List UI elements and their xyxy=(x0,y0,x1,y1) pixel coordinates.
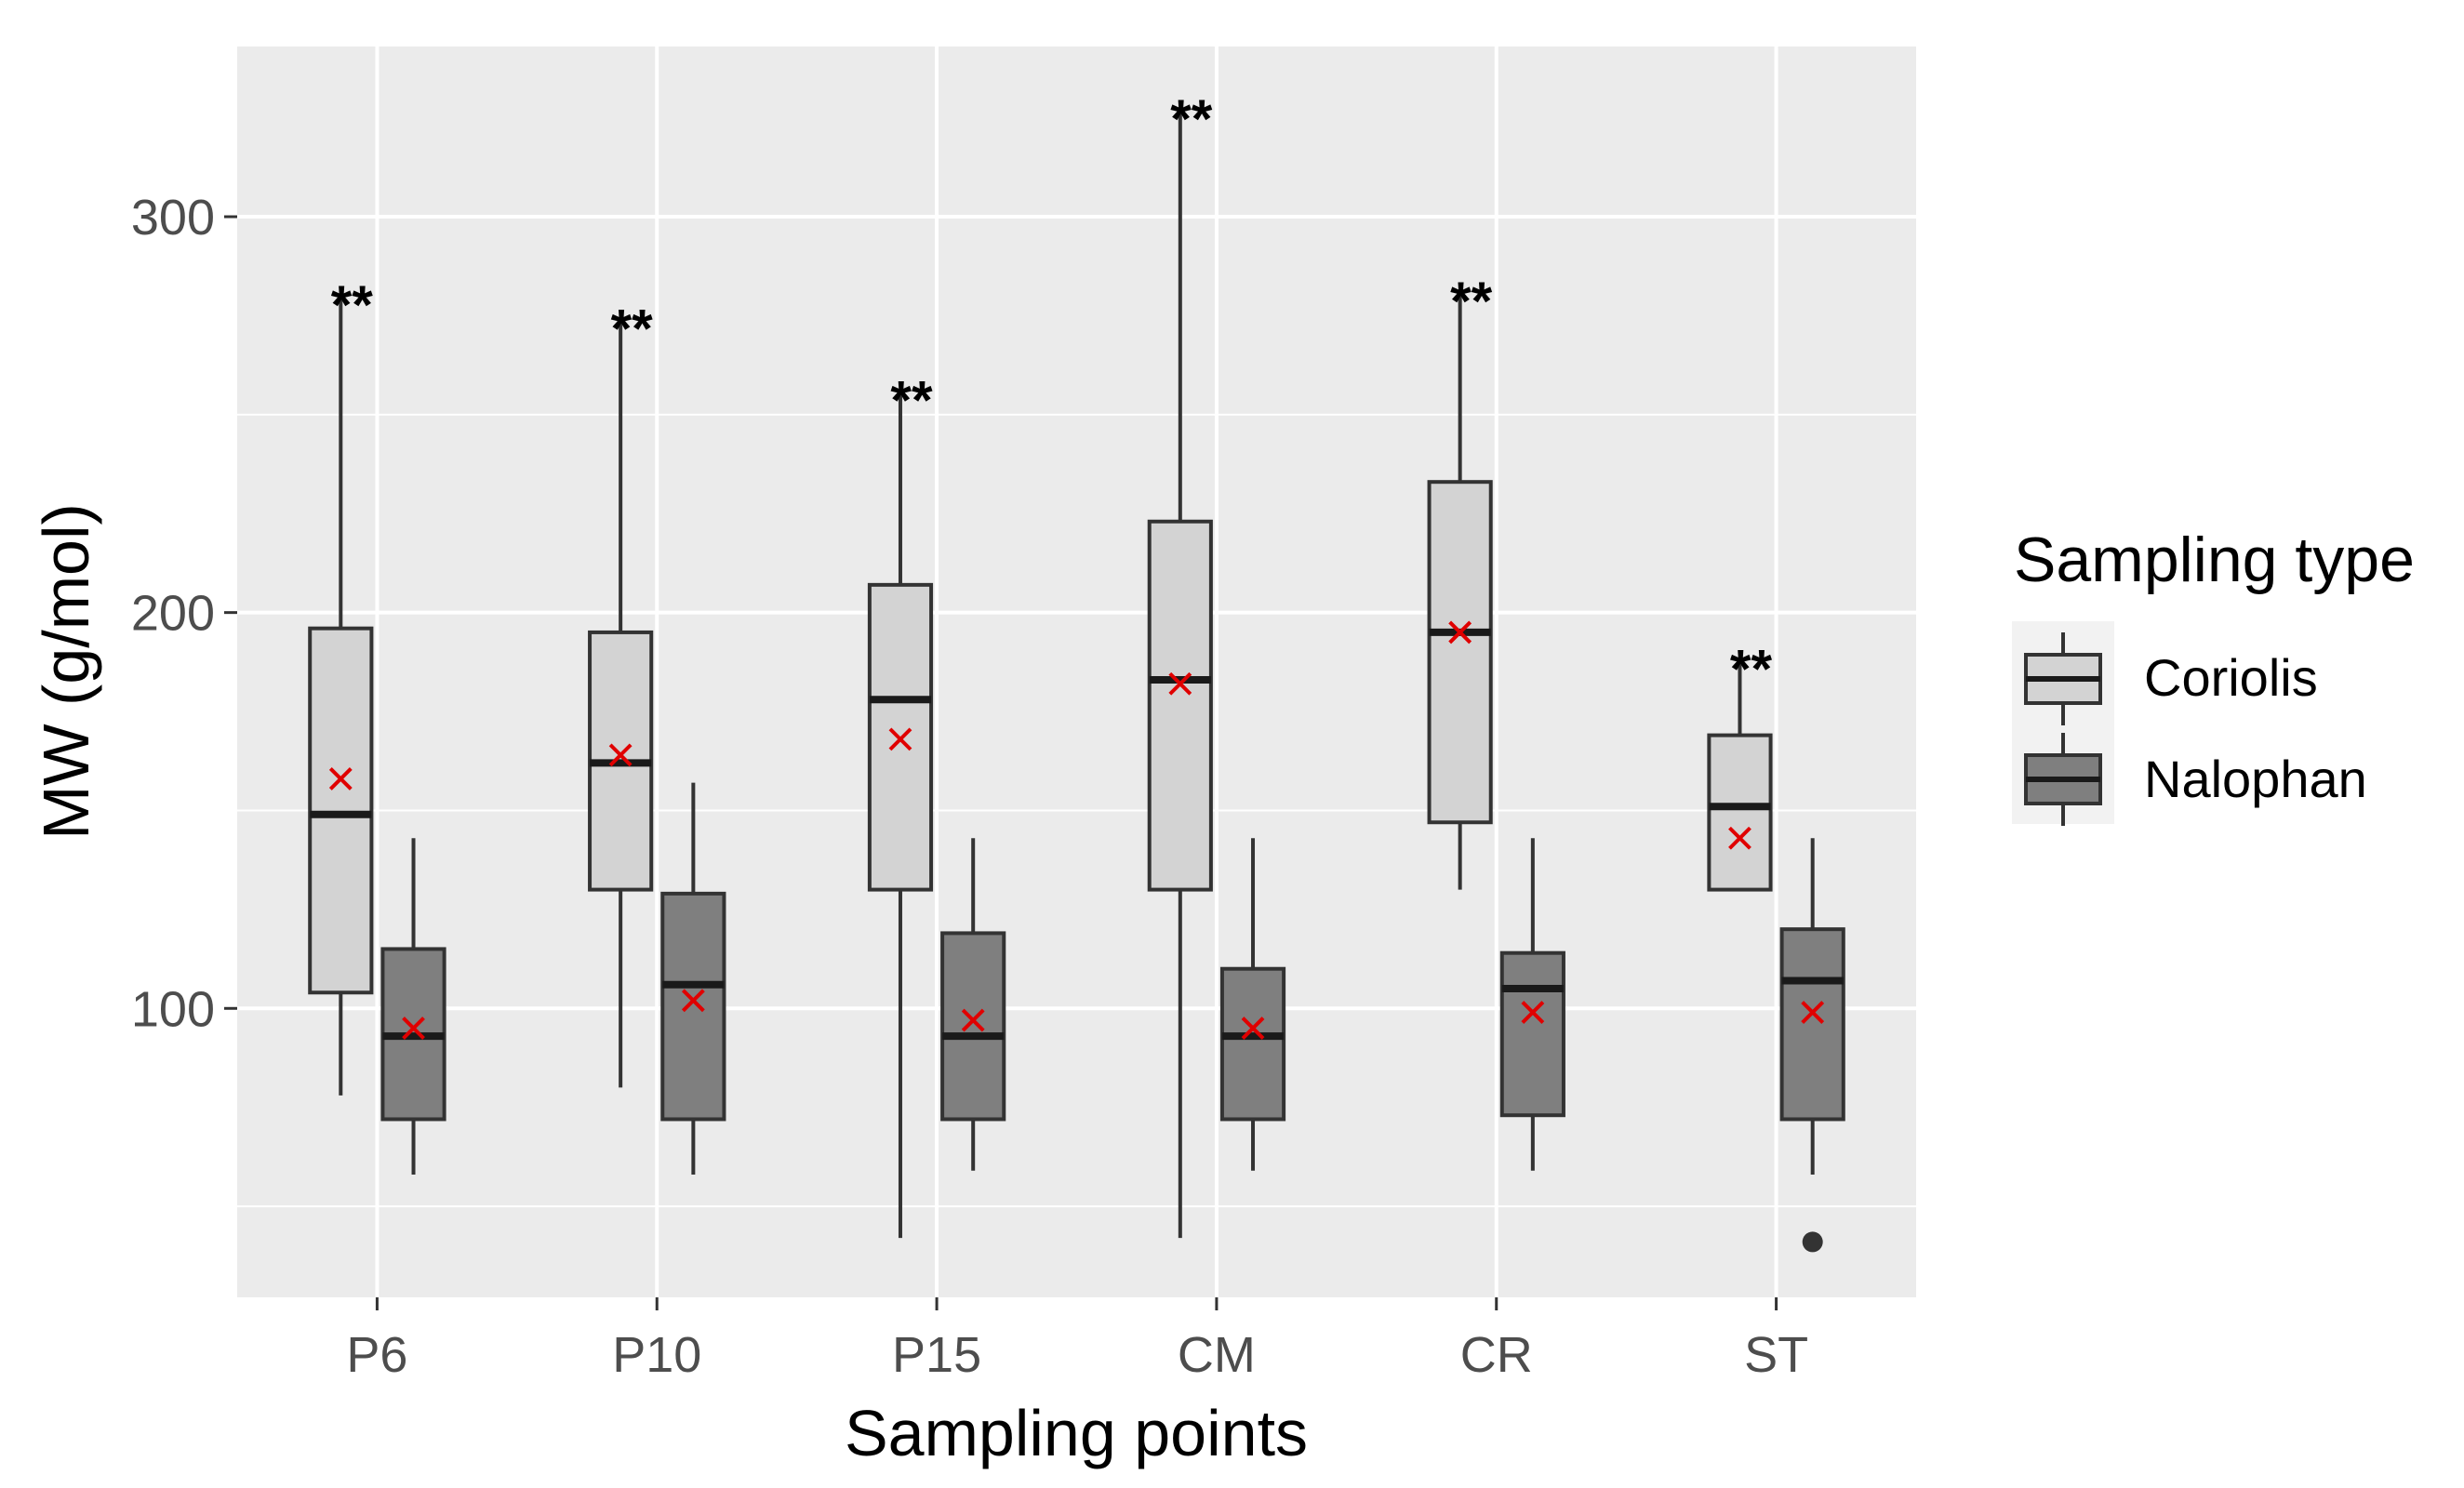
mean-marker xyxy=(328,767,353,790)
y-tick-label: 200 xyxy=(131,586,215,642)
x-axis: P6 P10 P15 CM CR ST xyxy=(346,1297,1808,1383)
box-nalophan-cm xyxy=(1219,838,1286,1171)
x-axis-title: Sampling points xyxy=(845,1397,1308,1469)
mean-marker xyxy=(888,727,912,751)
significance-label: ** xyxy=(331,275,374,336)
iqr-box xyxy=(1219,966,1286,1122)
grid-lines xyxy=(237,46,1916,1297)
significance-label: ** xyxy=(1170,89,1213,150)
box-coriolis-st: ** xyxy=(1707,640,1773,892)
y-axis-title: MW (g/mol) xyxy=(30,503,102,840)
legend: Sampling type Coriolis Nalophan xyxy=(2012,525,2415,826)
box-coriolis-p15: ** xyxy=(867,370,934,1239)
box-coriolis-cr: ** xyxy=(1427,272,1493,890)
iqr-box xyxy=(1147,519,1213,892)
mean-marker xyxy=(961,1008,985,1032)
y-tick-label: 300 xyxy=(131,190,215,246)
iqr-box xyxy=(940,931,1006,1122)
box-nalophan-st xyxy=(1779,838,1845,1253)
mean-marker xyxy=(1801,1001,1825,1024)
legend-key-coriolis xyxy=(2024,632,2102,725)
mean-marker xyxy=(402,1016,425,1040)
legend-title: Sampling type xyxy=(2014,525,2415,595)
y-tick-label: 100 xyxy=(131,981,215,1037)
x-tick-label: P15 xyxy=(892,1327,981,1383)
iqr-box xyxy=(1707,733,1773,892)
iqr-box xyxy=(1779,927,1845,1122)
x-tick-label: CM xyxy=(1178,1327,1256,1383)
box-coriolis-cm: ** xyxy=(1147,89,1213,1239)
significance-label: ** xyxy=(1450,272,1493,332)
mean-marker xyxy=(1168,671,1192,696)
iqr-box xyxy=(1499,950,1565,1118)
box-coriolis-p6: ** xyxy=(308,275,374,1096)
significance-label: ** xyxy=(611,299,654,360)
y-axis: 100 200 300 xyxy=(131,190,237,1037)
x-tick-label: CR xyxy=(1460,1327,1533,1383)
mean-marker xyxy=(1728,826,1751,850)
significance-label: ** xyxy=(1730,640,1773,700)
plot-panel xyxy=(237,46,1916,1297)
mean-marker xyxy=(1448,620,1472,644)
iqr-box xyxy=(1427,480,1493,825)
iqr-box xyxy=(308,626,374,995)
box-nalophan-p15 xyxy=(940,838,1006,1171)
legend-label-coriolis: Coriolis xyxy=(2144,648,2318,707)
legend-key-nalophan xyxy=(2024,733,2102,826)
box-nalophan-p10 xyxy=(660,782,726,1176)
mean-marker xyxy=(608,743,633,767)
iqr-box xyxy=(660,891,726,1122)
box-coriolis-p10: ** xyxy=(588,299,654,1088)
x-tick-label: P10 xyxy=(612,1327,701,1383)
x-tick-label: P6 xyxy=(346,1327,407,1383)
mean-marker xyxy=(1241,1016,1265,1040)
outlier-point xyxy=(1802,1231,1823,1253)
mean-marker xyxy=(1521,1001,1545,1024)
x-tick-label: ST xyxy=(1744,1327,1808,1383)
legend-label-nalophan: Nalophan xyxy=(2144,750,2367,808)
significance-label: ** xyxy=(890,370,933,431)
box-nalophan-cr xyxy=(1499,838,1565,1171)
box-series: ** ** ** ** ** ** xyxy=(308,89,1845,1253)
mean-marker xyxy=(681,989,705,1013)
box-nalophan-p6 xyxy=(380,838,446,1176)
